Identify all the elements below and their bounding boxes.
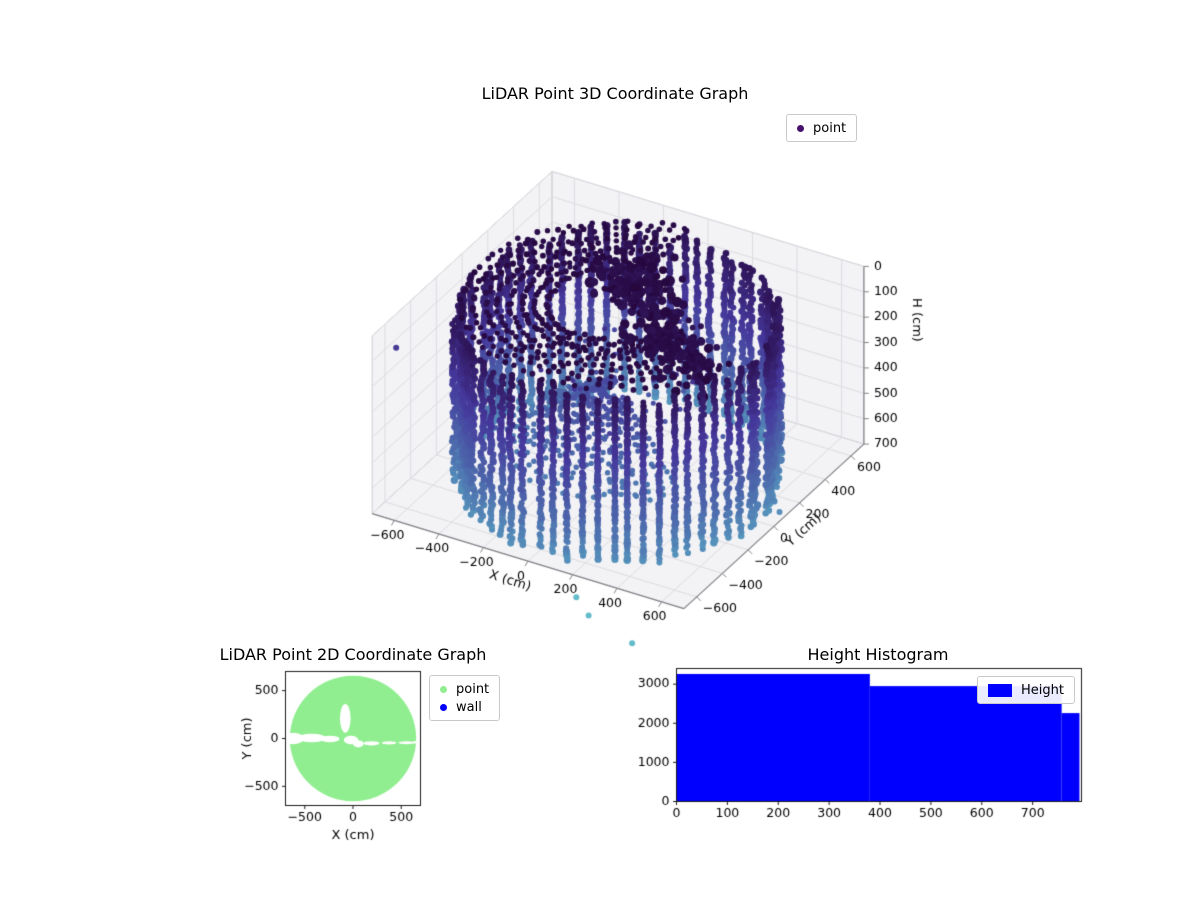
legend-entry-wall-2d: wall	[440, 698, 489, 716]
legend-label-point-3d: point	[813, 120, 847, 136]
legend-entry-point-3d: point	[797, 119, 846, 137]
legend-3d: point	[786, 114, 858, 142]
point-marker-icon	[797, 124, 804, 132]
legend-2d: point wall	[429, 675, 501, 721]
legend-label-point-2d: point	[456, 681, 490, 697]
title-histogram: Height Histogram	[807, 645, 949, 664]
legend-label-wall-2d: wall	[456, 699, 482, 715]
legend-histogram: Height	[977, 676, 1075, 704]
height-swatch-icon	[988, 683, 1012, 697]
title-3d-plot: LiDAR Point 3D Coordinate Graph	[481, 84, 749, 103]
legend-label-height: Height	[1021, 682, 1064, 698]
point-marker-icon	[440, 685, 447, 693]
legend-entry-point-2d: point	[440, 680, 489, 698]
legend-entry-height: Height	[988, 681, 1064, 699]
wall-marker-icon	[440, 703, 447, 711]
title-2d-plot: LiDAR Point 2D Coordinate Graph	[219, 645, 487, 664]
